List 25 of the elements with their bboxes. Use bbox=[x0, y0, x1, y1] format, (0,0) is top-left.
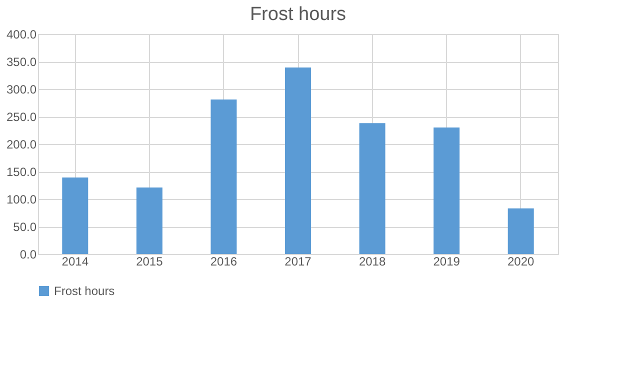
chart-title: Frost hours bbox=[250, 4, 346, 25]
x-tick-label: 2015 bbox=[136, 254, 164, 268]
x-tick-label: 2018 bbox=[358, 254, 386, 268]
y-tick-label: 300.0 bbox=[6, 82, 37, 96]
y-tick-label: 50.0 bbox=[13, 220, 37, 234]
legend-label: Frost hours bbox=[54, 284, 115, 298]
bar bbox=[508, 208, 534, 254]
y-tick-label: 150.0 bbox=[6, 165, 37, 179]
bar bbox=[434, 128, 460, 254]
x-tick-label: 2014 bbox=[62, 254, 89, 268]
bar bbox=[285, 68, 311, 254]
bar bbox=[359, 123, 386, 254]
x-tick-label: 2020 bbox=[508, 254, 535, 268]
x-tick-label: 2017 bbox=[284, 254, 312, 268]
bar bbox=[210, 99, 237, 254]
y-tick-label: 400.0 bbox=[6, 28, 37, 42]
x-tick-label: 2019 bbox=[433, 254, 460, 268]
y-tick-label: 350.0 bbox=[6, 55, 37, 69]
y-tick-label: 100.0 bbox=[6, 192, 37, 206]
bar bbox=[136, 187, 162, 254]
bar bbox=[62, 178, 88, 254]
x-tick-label: 2016 bbox=[210, 254, 238, 268]
y-tick-label: 250.0 bbox=[6, 110, 37, 124]
y-tick-label: 0.0 bbox=[20, 248, 37, 262]
y-tick-label: 200.0 bbox=[6, 138, 37, 152]
